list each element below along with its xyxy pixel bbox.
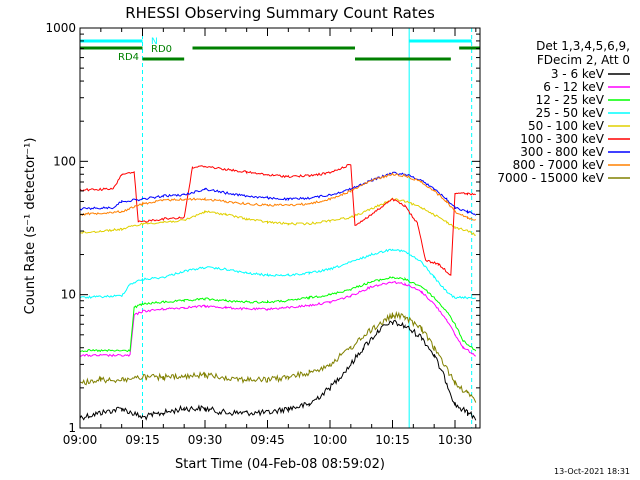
legend-label-8: 7000 - 15000 keV	[497, 171, 604, 185]
y-tick-label: 100	[53, 154, 76, 168]
series-line-4	[79, 197, 476, 236]
footer-date: 13-Oct-2021 18:31	[554, 467, 630, 476]
y-tick-label: 10	[61, 288, 76, 302]
series-line-0	[79, 319, 477, 421]
x-tick-label: 10:30	[438, 433, 473, 447]
x-tick-label: 09:30	[188, 433, 223, 447]
series-line-1	[80, 280, 477, 358]
series-line-2	[79, 276, 477, 353]
y-tick-label: 1	[68, 421, 76, 435]
flag-label-rd0: RD0	[151, 44, 172, 55]
series-line-5	[79, 163, 476, 276]
legend-label-7: 800 - 7000 keV	[513, 158, 605, 172]
legend-header-line-2: FDecim 2, Att 0	[537, 53, 630, 67]
plot-frame	[79, 27, 481, 429]
y-axis-label: Count Rate (s⁻¹ detector⁻¹)	[23, 138, 38, 315]
legend-label-2: 12 - 25 keV	[536, 93, 605, 107]
flag-label-rd4: RD4	[118, 52, 139, 63]
chart-title: RHESSI Observing Summary Count Rates	[125, 4, 435, 22]
series-line-7	[79, 171, 476, 221]
legend-header-line-1: Det 1,3,4,5,6,9,	[536, 39, 630, 53]
x-tick-label: 10:15	[375, 433, 410, 447]
x-tick-label: 10:00	[313, 433, 348, 447]
x-tick-label: 09:45	[250, 433, 285, 447]
axes: 09:00 09:15 09:30 09:45 10:00 10:15 10:30 1 10 10…	[45, 21, 481, 447]
legend: Det 1,3,4,5,6,9, FDecim 2, Att 0 3 - 6 k…	[497, 39, 630, 185]
legend-label-0: 3 - 6 keV	[551, 67, 605, 81]
legend-label-3: 25 - 50 keV	[536, 106, 605, 120]
x-tick-label: 09:00	[63, 433, 98, 447]
legend-label-5: 100 - 300 keV	[520, 132, 604, 146]
x-axis-label: Start Time (04-Feb-08 08:59:02)	[175, 457, 385, 472]
y-tick-label: 1000	[45, 21, 76, 35]
series-line-6	[79, 171, 477, 216]
legend-label-6: 300 - 800 keV	[520, 145, 604, 159]
series-line-3	[79, 248, 476, 300]
legend-label-4: 50 - 100 keV	[528, 119, 605, 133]
x-tick-label: 09:15	[125, 433, 160, 447]
legend-label-1: 6 - 12 keV	[543, 80, 605, 94]
series-line-8	[79, 310, 477, 403]
flag-label-n: N	[151, 37, 158, 47]
